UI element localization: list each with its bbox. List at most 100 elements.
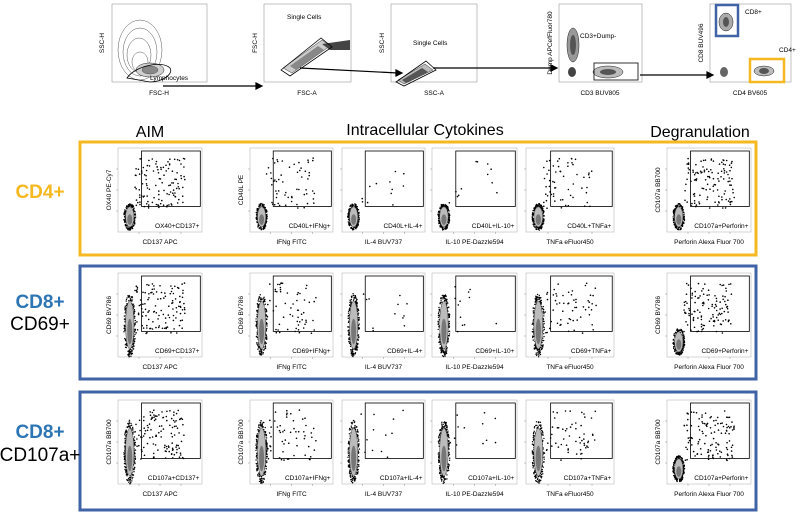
event-dot [531,219,533,221]
event-dot [278,331,281,334]
event-dot [279,288,282,291]
event-dot [176,311,178,313]
event-dot [358,217,360,219]
event-dot [720,170,723,173]
event-dot [694,295,697,298]
event-dot [348,326,350,328]
event-dot [357,339,359,341]
event-dot [142,303,144,306]
event-dot [681,206,684,208]
event-dot [730,184,732,186]
event-dot [584,308,587,311]
event-dot [707,289,710,292]
event-dot [162,166,165,169]
event-dot [160,166,162,169]
event-dot [291,315,294,317]
event-dot [574,306,576,309]
event-dot [147,204,150,206]
event-dot [730,162,733,164]
event-dot [130,203,132,206]
event-dot [177,287,180,290]
event-dot [538,226,540,229]
event-dot [357,221,359,224]
event-dot [278,204,281,207]
event-dot [156,166,158,168]
event-dot [263,296,265,298]
event-dot [564,204,567,207]
event-dot [674,350,676,353]
event-dot [457,304,460,306]
section-title-ics: Intracellular Cytokines [346,122,503,139]
event-dot [256,313,258,316]
event-dot [681,351,683,353]
event-dot [128,356,130,358]
event-dot [145,169,148,172]
event-dot [544,311,546,313]
event-dot [265,220,268,222]
event-dot [567,302,570,305]
density-core [351,214,357,225]
event-dot [691,294,693,296]
event-dot [351,227,353,229]
event-dot [124,434,126,436]
gate-label: CD40L+IL-10+ [472,223,515,230]
event-dot [286,292,289,294]
event-dot [296,293,299,296]
event-dot [255,325,257,327]
event-dot [152,321,154,323]
event-dot [266,215,268,217]
event-dot [256,213,258,216]
event-dot [595,304,597,307]
event-dot [534,226,536,228]
event-dot [579,316,582,318]
event-dot [437,328,439,331]
event-dot [133,342,135,344]
event-dot [261,204,263,207]
cd8-cd69-row-border [78,264,758,381]
event-dot [444,355,446,357]
y-axis-label: CD107a BB700 [655,167,662,213]
negative-population [437,203,451,231]
event-dot [263,349,265,351]
event-dot [148,297,150,299]
event-dot [441,350,443,352]
event-dot [144,303,146,305]
event-dot [145,332,147,335]
event-dot [153,285,155,287]
event-dot [725,171,728,173]
event-dot [123,213,125,216]
event-dot [265,173,268,175]
event-dot [126,297,128,299]
event-dot [257,306,259,308]
event-dot [134,219,136,221]
event-dot [535,295,537,297]
event-dot [541,227,543,229]
event-dot [682,349,684,352]
event-dot [542,222,544,225]
event-dot [129,349,131,351]
event-dot [546,173,548,175]
event-dot [348,304,351,306]
event-dot [132,305,135,308]
event-dot [157,318,159,320]
event-dot [682,222,685,224]
event-dot [157,298,159,300]
event-dot [403,325,406,327]
event-dot [284,194,286,196]
event-dot [180,163,182,165]
event-dot [706,294,708,297]
event-dot [543,215,545,217]
event-dot [701,328,703,331]
event-dot [727,180,729,183]
event-dot [729,283,732,285]
event-dot [448,220,451,222]
event-dot [129,298,132,300]
event-dot [181,296,184,299]
event-dot [681,225,683,227]
event-dot [350,204,352,207]
event-dot [539,204,542,206]
event-dot [304,323,306,326]
event-dot [353,298,355,300]
event-dot [125,227,128,229]
event-dot [132,225,134,227]
